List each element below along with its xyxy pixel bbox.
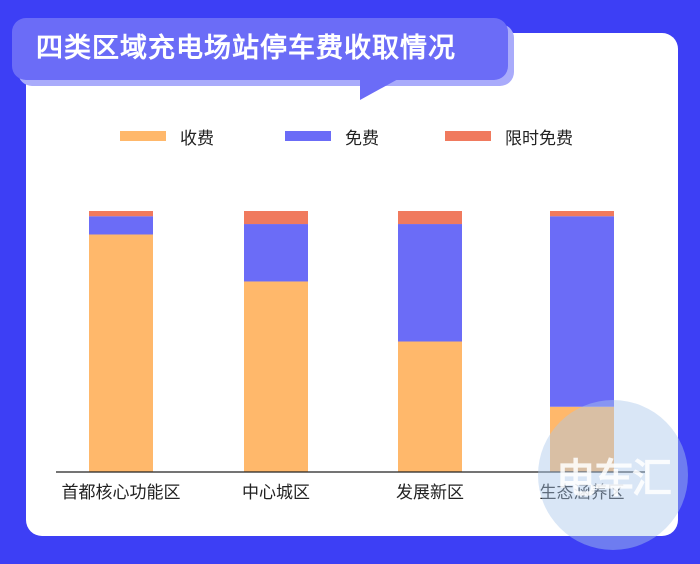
bar-segment-limited-free-4 — [550, 211, 614, 217]
x-tick-label-1: 首都核心功能区 — [62, 483, 181, 503]
legend-label-free: 免费 — [345, 128, 379, 149]
bars-group — [89, 211, 614, 472]
x-tick-label-3: 发展新区 — [396, 483, 464, 503]
legend-label-limited-free: 限时免费 — [505, 128, 573, 149]
watermark-logo: 电车汇 — [556, 456, 672, 502]
legend: 收费 免费 限时免费 — [0, 120, 700, 150]
bar-segment-limited-free-2 — [244, 211, 308, 225]
bar-segment-free-3 — [398, 224, 462, 342]
legend-swatch-limited-free — [445, 131, 491, 141]
bar-segment-free-1 — [89, 216, 153, 235]
legend-label-paid: 收费 — [180, 128, 214, 149]
bar-segment-paid-1 — [89, 234, 153, 472]
bar-segment-limited-free-3 — [398, 211, 462, 225]
legend-swatch-paid — [120, 131, 166, 141]
x-tick-label-2: 中心城区 — [242, 483, 310, 503]
title-banner-tail — [360, 78, 400, 100]
x-tick-label-4: 生态涵养区 — [540, 483, 625, 503]
bar-segment-free-2 — [244, 224, 308, 282]
bar-segment-free-4 — [550, 216, 614, 407]
legend-item-free: 免费 — [285, 126, 379, 149]
chart-title: 四类区域充电场站停车费收取情况 — [36, 33, 456, 64]
legend-item-limited-free: 限时免费 — [445, 126, 573, 149]
bar-segment-limited-free-1 — [89, 211, 153, 217]
title-banner: 四类区域充电场站停车费收取情况 — [12, 18, 508, 80]
bar-segment-paid-4 — [550, 406, 614, 472]
bar-segment-paid-3 — [398, 341, 462, 472]
bar-segment-paid-2 — [244, 281, 308, 472]
legend-item-paid: 收费 — [120, 126, 214, 149]
watermark-circle — [538, 400, 688, 550]
legend-swatch-free — [285, 131, 331, 141]
x-axis-labels: 首都核心功能区 中心城区 发展新区 生态涵养区 — [62, 483, 625, 503]
